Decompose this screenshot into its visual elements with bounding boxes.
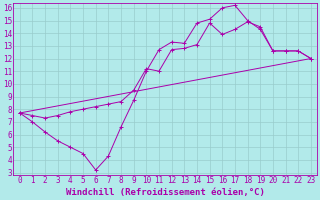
- X-axis label: Windchill (Refroidissement éolien,°C): Windchill (Refroidissement éolien,°C): [66, 188, 265, 197]
